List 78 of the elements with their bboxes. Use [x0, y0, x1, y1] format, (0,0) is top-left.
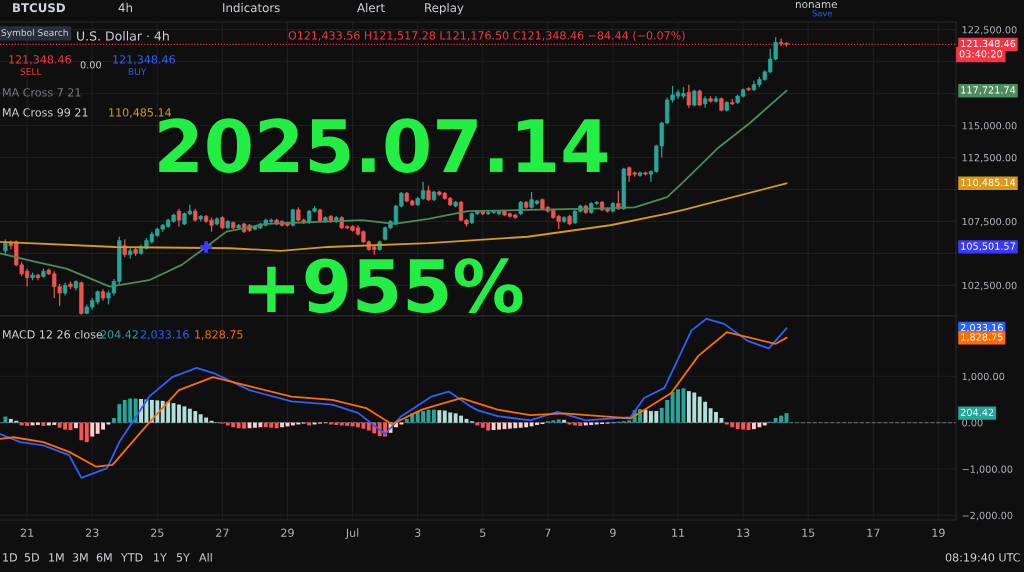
- annotation: 0.00: [80, 61, 101, 69]
- x-tick-label: 5: [480, 528, 486, 537]
- annotation: Symbol Search: [1, 29, 68, 38]
- text: YTD: [120, 553, 143, 562]
- text: 4h: [118, 3, 132, 12]
- bar: [90, 422, 95, 437]
- bar: [41, 422, 46, 426]
- y-tick-label: −1,000.00: [962, 465, 1013, 474]
- text: U.S. Dollar · 4h: [77, 31, 169, 41]
- annotation: 2025.07.14: [159, 118, 608, 173]
- x-tick-label: 13: [737, 528, 750, 537]
- text: Save: [812, 10, 833, 17]
- y-tick-label: 0.00: [962, 419, 983, 427]
- text: 2,033.16: [960, 323, 1003, 333]
- x-tick-label: 3: [414, 528, 421, 537]
- ref-line-label: 121,348.46: [961, 39, 1016, 49]
- bar: [556, 419, 561, 423]
- text: 1M: [49, 553, 64, 562]
- x-tick-label: 15: [802, 528, 815, 537]
- annotation: 121,348.46: [113, 55, 175, 65]
- y-tick-label: 112,500.00: [962, 153, 1017, 163]
- bar: [274, 422, 279, 429]
- text: Alert: [357, 3, 385, 13]
- annotation: MA Cross 99 21: [3, 108, 88, 117]
- x-tick-label: 19: [932, 528, 945, 537]
- text: All: [199, 553, 212, 562]
- x-tick-label: 25: [151, 528, 164, 537]
- y-tick-label: −2,000.00: [962, 511, 1013, 521]
- x-tick-label: 7: [545, 528, 551, 537]
- x-tick-label: 17: [867, 528, 880, 537]
- annotation: 1,828.75: [195, 330, 243, 340]
- annotation: 2,033.16: [140, 330, 189, 340]
- x-tick-label: Jul: [345, 528, 359, 539]
- x-tick-label: 29: [281, 528, 294, 537]
- text: 03:40:20: [959, 50, 1003, 58]
- text: 08:19:40 UTC: [945, 553, 1020, 562]
- bar: [73, 422, 78, 429]
- annotation: BUY: [128, 68, 147, 75]
- text: 1D: [3, 553, 17, 562]
- annotation: 204.42: [100, 330, 138, 339]
- x-tick-label: 27: [216, 528, 229, 537]
- annotation: 110,485.14: [109, 108, 171, 118]
- annotation: O121,433.56 H121,517.28 L121,176.50 C121,348.46 −84.44 (−0.07%): [288, 31, 685, 41]
- y-tick-label: 107,500.00: [962, 217, 1017, 227]
- bar: [437, 410, 442, 423]
- annotation: MA Cross 7 21: [3, 88, 81, 97]
- bar: [431, 409, 436, 423]
- text: BTCUSD: [13, 3, 65, 13]
- text: noname: [795, 2, 837, 9]
- text: 5Y: [176, 553, 190, 562]
- candlestick: [686, 84, 691, 109]
- text: 110,485.14: [961, 178, 1016, 188]
- text: 5D: [24, 553, 39, 562]
- y-tick-label: 1,000.00: [962, 372, 1005, 382]
- text: 6M: [96, 553, 112, 562]
- x-tick-label: 23: [85, 528, 99, 537]
- y-tick-label: 122,500.00: [962, 26, 1017, 35]
- y-tick-label: 102,500.00: [962, 281, 1017, 291]
- text: 3M: [72, 553, 88, 562]
- y-tick-label: 115,000.00: [962, 122, 1017, 131]
- bar: [84, 422, 89, 443]
- text: Replay: [425, 3, 464, 15]
- bar: [562, 419, 567, 423]
- x-tick-label: 11: [672, 528, 685, 537]
- text: 105,501.57: [961, 242, 1015, 251]
- annotation: +955%: [248, 258, 523, 313]
- text: Indicators: [223, 3, 280, 13]
- annotation: MACD 12 26 close: [3, 330, 103, 339]
- x-tick-label: 9: [610, 528, 616, 537]
- bar: [3, 416, 8, 423]
- text: 1,828.75: [961, 333, 1003, 342]
- x-tick-label: 21: [20, 528, 34, 537]
- annotation: SELL: [20, 68, 42, 75]
- text: 117,721.74: [961, 86, 1016, 95]
- annotation: 121,348.46: [9, 55, 71, 65]
- bar: [79, 422, 84, 441]
- text: 1Y: [154, 553, 167, 562]
- text: 204.42: [960, 408, 994, 416]
